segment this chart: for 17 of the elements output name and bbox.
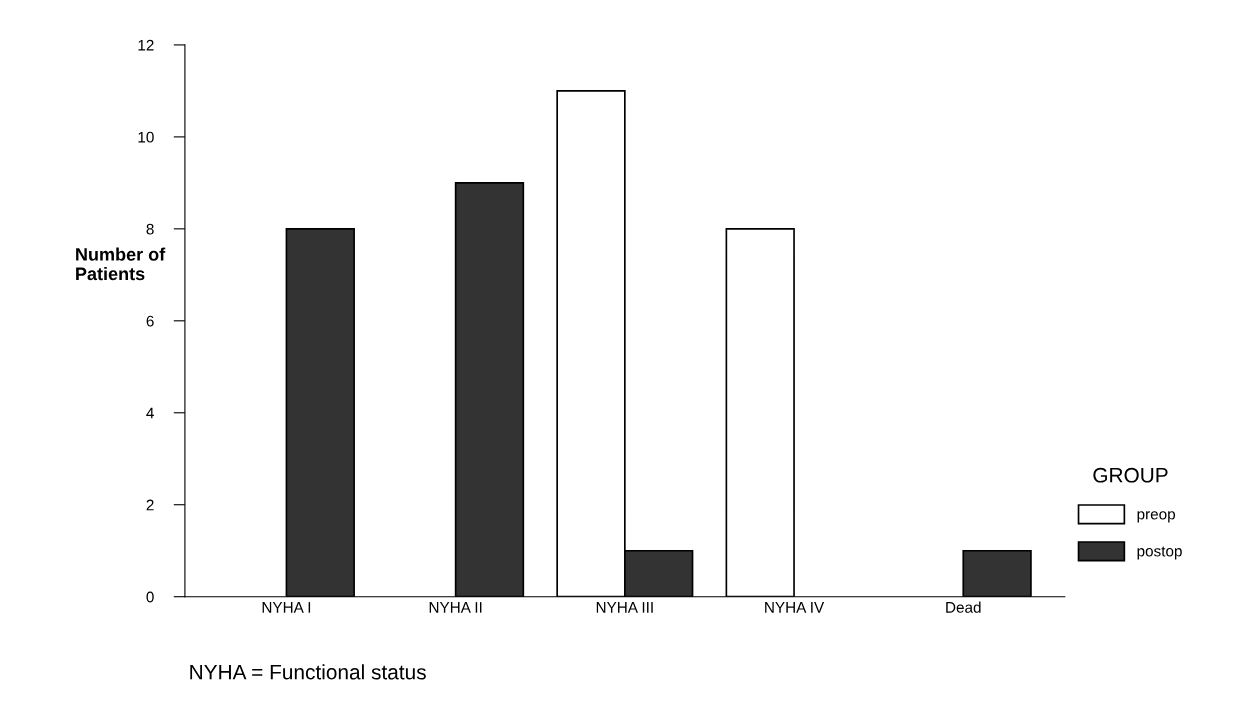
y-tick-label: 2: [146, 499, 154, 511]
x-tick-label: NYHA I: [262, 602, 311, 613]
y-tick-label: 10: [138, 131, 154, 143]
text: NYHA = Functional status: [190, 664, 426, 680]
x-tick-label: NYHA II: [429, 602, 482, 613]
legend-title: GROUP: [1093, 467, 1168, 483]
y-axis-title: Number of Patients: [76, 247, 166, 281]
x-tick-label: Dead: [946, 601, 981, 613]
x-tick-label: NYHA III: [596, 602, 653, 613]
legend-label: postop: [1137, 546, 1182, 560]
y-tick-label: 12: [138, 39, 154, 51]
y-tick-label: 4: [146, 407, 154, 419]
y-tick-label: 0: [146, 591, 154, 603]
x-tick-label: NYHA IV: [765, 602, 825, 613]
y-tick-label: 6: [146, 315, 154, 327]
y-tick-label: 8: [146, 223, 154, 235]
legend-label: preop: [1137, 511, 1176, 523]
